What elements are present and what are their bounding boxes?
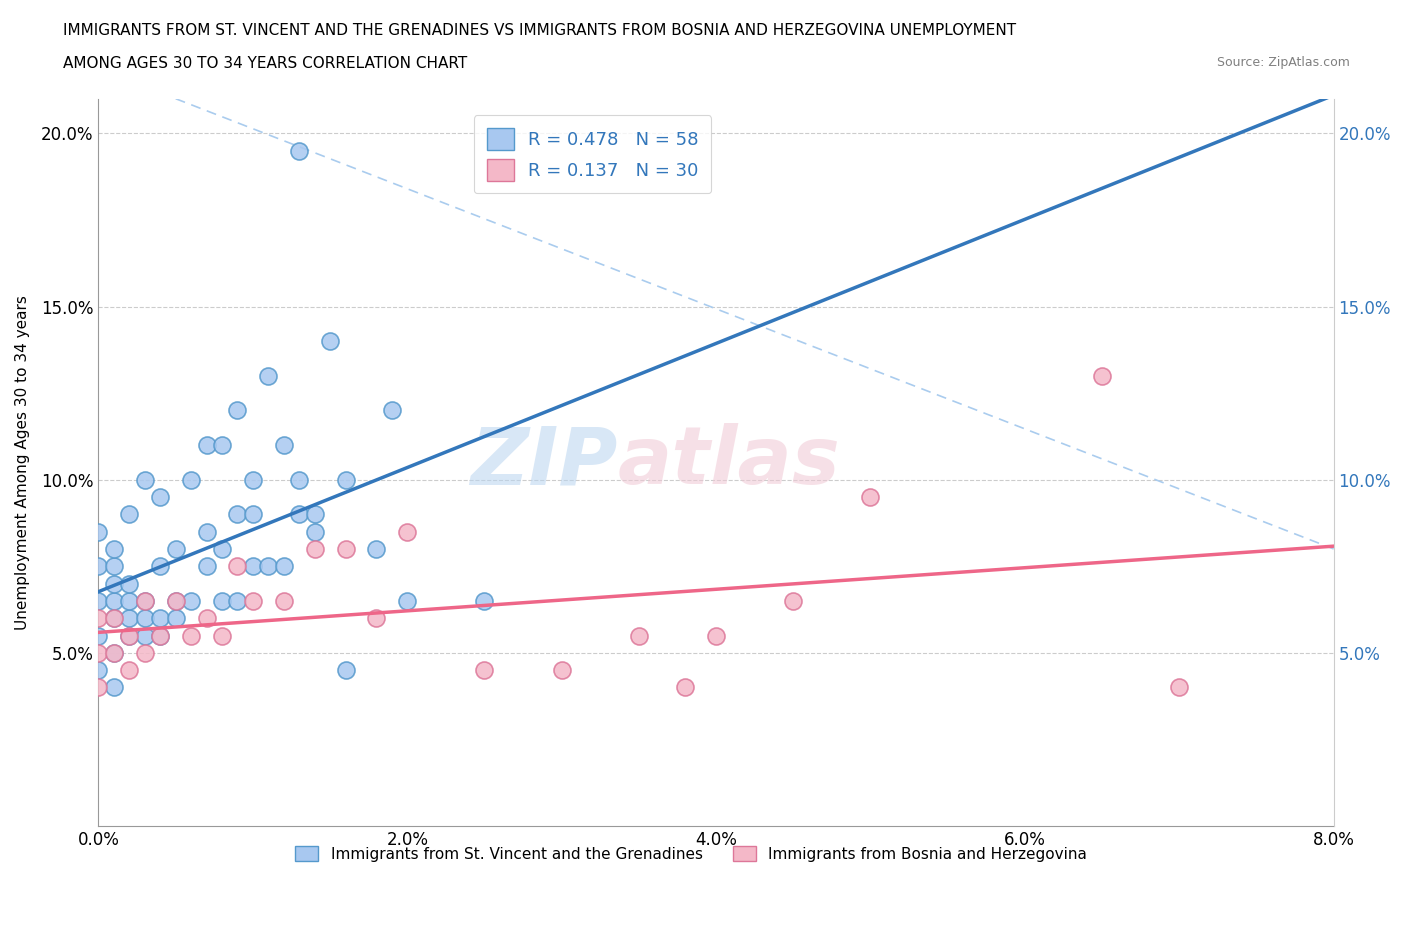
- Point: [288, 472, 311, 487]
- Point: [103, 611, 125, 626]
- Point: [273, 438, 295, 453]
- Point: [165, 611, 187, 626]
- Point: [474, 593, 496, 608]
- Text: ZIP: ZIP: [470, 423, 617, 501]
- Point: [704, 628, 727, 643]
- Text: atlas: atlas: [617, 423, 839, 501]
- Point: [396, 525, 419, 539]
- Point: [165, 593, 187, 608]
- Point: [366, 611, 388, 626]
- Point: [242, 559, 264, 574]
- Point: [118, 507, 141, 522]
- Point: [242, 593, 264, 608]
- Point: [257, 368, 280, 383]
- Point: [396, 593, 419, 608]
- Point: [87, 663, 110, 678]
- Point: [257, 559, 280, 574]
- Point: [103, 593, 125, 608]
- Point: [335, 541, 357, 556]
- Point: [118, 663, 141, 678]
- Point: [1091, 368, 1114, 383]
- Point: [242, 507, 264, 522]
- Text: Source: ZipAtlas.com: Source: ZipAtlas.com: [1216, 56, 1350, 69]
- Legend: Immigrants from St. Vincent and the Grenadines, Immigrants from Bosnia and Herze: Immigrants from St. Vincent and the Gren…: [288, 838, 1095, 870]
- Y-axis label: Unemployment Among Ages 30 to 34 years: Unemployment Among Ages 30 to 34 years: [15, 295, 30, 630]
- Point: [118, 628, 141, 643]
- Point: [103, 541, 125, 556]
- Point: [304, 507, 326, 522]
- Point: [180, 472, 202, 487]
- Point: [118, 593, 141, 608]
- Point: [226, 593, 249, 608]
- Point: [242, 472, 264, 487]
- Point: [134, 628, 156, 643]
- Point: [859, 489, 882, 504]
- Point: [381, 403, 404, 418]
- Point: [226, 507, 249, 522]
- Point: [288, 507, 311, 522]
- Point: [1168, 680, 1191, 695]
- Point: [319, 334, 342, 349]
- Point: [134, 593, 156, 608]
- Point: [550, 663, 572, 678]
- Point: [782, 593, 804, 608]
- Point: [165, 541, 187, 556]
- Point: [211, 541, 233, 556]
- Point: [134, 611, 156, 626]
- Point: [273, 593, 295, 608]
- Point: [195, 611, 218, 626]
- Point: [474, 663, 496, 678]
- Point: [103, 680, 125, 695]
- Point: [149, 628, 172, 643]
- Point: [673, 680, 696, 695]
- Point: [87, 680, 110, 695]
- Point: [149, 559, 172, 574]
- Point: [627, 628, 650, 643]
- Point: [87, 645, 110, 660]
- Point: [195, 438, 218, 453]
- Point: [103, 645, 125, 660]
- Text: IMMIGRANTS FROM ST. VINCENT AND THE GRENADINES VS IMMIGRANTS FROM BOSNIA AND HER: IMMIGRANTS FROM ST. VINCENT AND THE GREN…: [63, 23, 1017, 38]
- Point: [87, 628, 110, 643]
- Point: [211, 593, 233, 608]
- Point: [304, 525, 326, 539]
- Point: [103, 576, 125, 591]
- Point: [288, 143, 311, 158]
- Point: [134, 645, 156, 660]
- Point: [103, 559, 125, 574]
- Point: [304, 541, 326, 556]
- Point: [149, 611, 172, 626]
- Point: [226, 403, 249, 418]
- Point: [180, 593, 202, 608]
- Point: [87, 559, 110, 574]
- Point: [195, 525, 218, 539]
- Point: [226, 559, 249, 574]
- Point: [165, 593, 187, 608]
- Point: [118, 576, 141, 591]
- Point: [87, 525, 110, 539]
- Point: [134, 472, 156, 487]
- Point: [273, 559, 295, 574]
- Point: [180, 628, 202, 643]
- Point: [103, 645, 125, 660]
- Point: [118, 611, 141, 626]
- Point: [149, 489, 172, 504]
- Point: [335, 663, 357, 678]
- Point: [211, 438, 233, 453]
- Point: [134, 593, 156, 608]
- Point: [87, 593, 110, 608]
- Point: [335, 472, 357, 487]
- Point: [103, 611, 125, 626]
- Point: [87, 611, 110, 626]
- Text: AMONG AGES 30 TO 34 YEARS CORRELATION CHART: AMONG AGES 30 TO 34 YEARS CORRELATION CH…: [63, 56, 468, 71]
- Point: [366, 541, 388, 556]
- Point: [149, 628, 172, 643]
- Point: [118, 628, 141, 643]
- Point: [195, 559, 218, 574]
- Point: [211, 628, 233, 643]
